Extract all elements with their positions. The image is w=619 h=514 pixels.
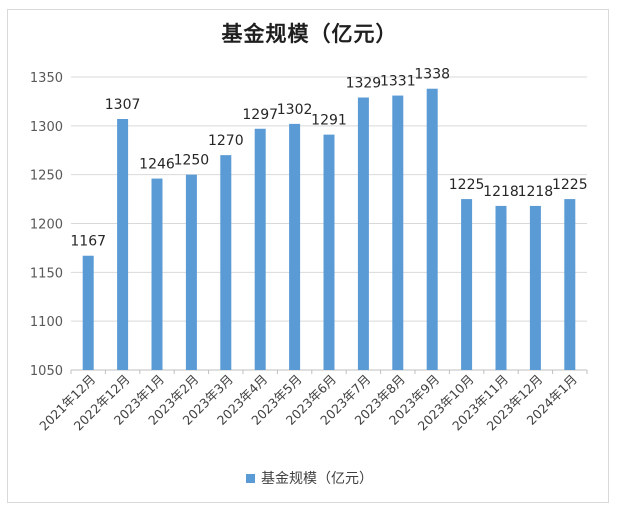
bar [529,205,541,370]
bar [357,97,369,370]
bar [564,199,576,370]
bar [495,205,507,370]
data-label: 1246 [139,157,175,173]
legend-label: 基金规模（亿元） [261,471,373,487]
data-label: 1225 [552,177,588,193]
data-label: 1225 [449,177,485,193]
chart-frame [7,9,609,503]
legend: 基金规模（亿元） [0,468,619,488]
bar [117,118,129,370]
data-label: 1250 [174,153,210,169]
data-label: 1331 [380,74,416,90]
bar [461,199,473,370]
bar [220,155,232,370]
data-label: 1167 [70,234,106,250]
data-label: 1302 [277,102,313,118]
data-label: 1338 [414,67,450,83]
y-tick-label: 1150 [30,266,63,281]
bar [392,95,404,370]
data-label: 1307 [105,97,141,113]
bar [151,178,163,370]
bar [426,88,438,370]
data-label: 1297 [242,107,278,123]
y-tick-label: 1200 [30,218,63,233]
data-label: 1218 [518,184,554,200]
data-label: 1329 [346,76,382,92]
y-tick-label: 1350 [30,71,63,86]
y-tick-label: 1250 [30,169,63,184]
legend-swatch [246,473,255,483]
chart-title: 基金规模（亿元） [221,22,398,46]
data-label: 1291 [311,113,347,129]
y-tick-label: 1050 [30,364,63,379]
data-label: 1270 [208,133,244,149]
bar [323,134,335,370]
bar [289,123,301,370]
data-label: 1218 [483,184,519,200]
y-tick-label: 1300 [30,120,63,135]
bar [254,128,266,370]
bar [185,174,197,370]
bar [82,255,94,370]
y-tick-label: 1100 [30,315,63,330]
